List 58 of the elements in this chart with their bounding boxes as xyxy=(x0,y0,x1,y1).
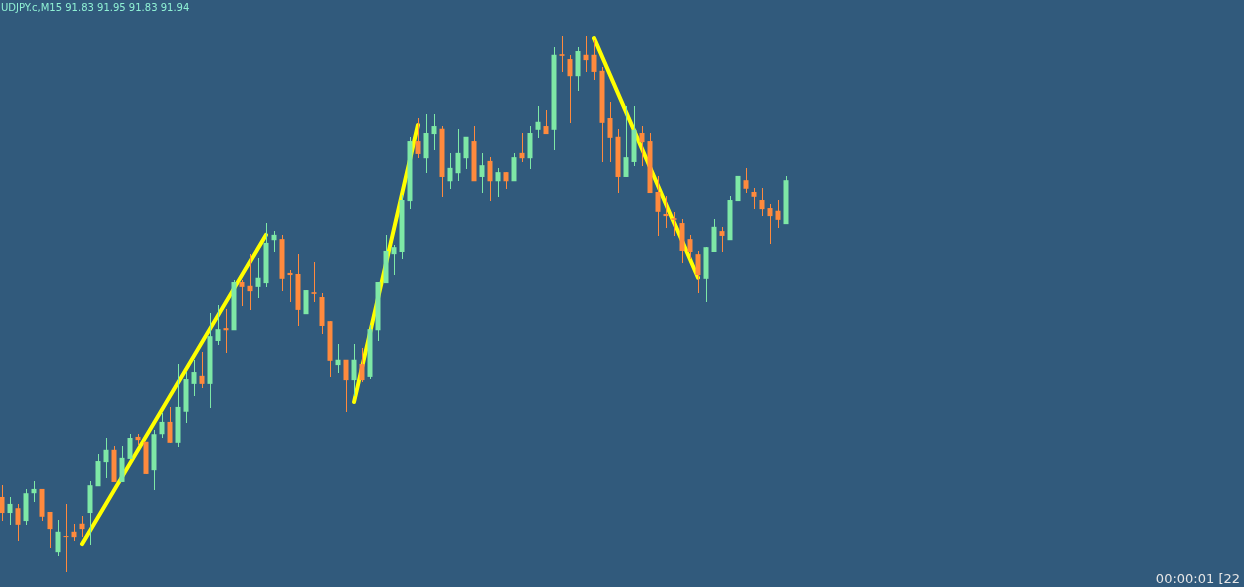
candlestick xyxy=(239,279,245,307)
candlestick xyxy=(567,54,573,124)
candlestick xyxy=(775,199,781,229)
candlestick xyxy=(103,437,109,479)
text: 00:00:01 [22 xyxy=(1155,571,1240,586)
candlestick xyxy=(743,167,749,194)
candlestick xyxy=(535,105,541,139)
candlestick xyxy=(167,406,173,444)
candlestick xyxy=(623,105,629,178)
candlestick xyxy=(455,127,461,183)
candlestick xyxy=(271,230,277,253)
candlestick xyxy=(463,136,469,170)
candlestick xyxy=(591,39,597,81)
candlestick xyxy=(223,308,229,354)
candlestick xyxy=(479,152,485,194)
candlestick xyxy=(79,515,85,538)
candlestick xyxy=(607,101,613,163)
candlestick xyxy=(767,203,773,245)
candlestick xyxy=(487,156,493,202)
candlestick xyxy=(343,358,349,413)
candlestick xyxy=(751,187,757,210)
candlestick xyxy=(335,343,341,374)
candlestick xyxy=(47,511,53,549)
candlestick xyxy=(351,343,357,397)
candlestick xyxy=(191,358,197,397)
candlestick xyxy=(287,269,293,303)
candlestick xyxy=(687,234,693,260)
candlestick xyxy=(415,117,421,159)
candlestick xyxy=(31,480,37,503)
candlestick xyxy=(695,250,701,294)
chart-title: UDJPY.c,M15 91.83 91.95 91.83 91.94 xyxy=(1,2,190,13)
candlestick xyxy=(311,261,317,303)
candlestick xyxy=(391,244,397,276)
candlestick xyxy=(247,253,253,311)
candlestick xyxy=(759,187,765,217)
candlestick xyxy=(359,347,365,384)
candlestick xyxy=(583,35,589,73)
candlestick xyxy=(655,175,661,237)
candlestick xyxy=(719,226,725,253)
candlestick xyxy=(0,484,5,522)
candlestick xyxy=(559,35,565,73)
candlestick xyxy=(639,125,645,167)
candlestick xyxy=(543,109,549,135)
candlestick xyxy=(7,496,13,526)
candlestick xyxy=(55,519,61,557)
candlestick xyxy=(15,503,21,542)
candlestick xyxy=(199,351,205,389)
candlestick xyxy=(215,304,221,346)
candlestick xyxy=(671,211,677,237)
candlestick xyxy=(159,412,165,439)
candlestick xyxy=(519,132,525,163)
candlestick xyxy=(127,433,133,460)
candlestick xyxy=(431,113,437,151)
candlestick xyxy=(63,503,69,573)
candlestick xyxy=(447,152,453,190)
candlestick xyxy=(255,257,261,299)
candlestick xyxy=(663,194,669,229)
candlestick xyxy=(495,167,501,198)
